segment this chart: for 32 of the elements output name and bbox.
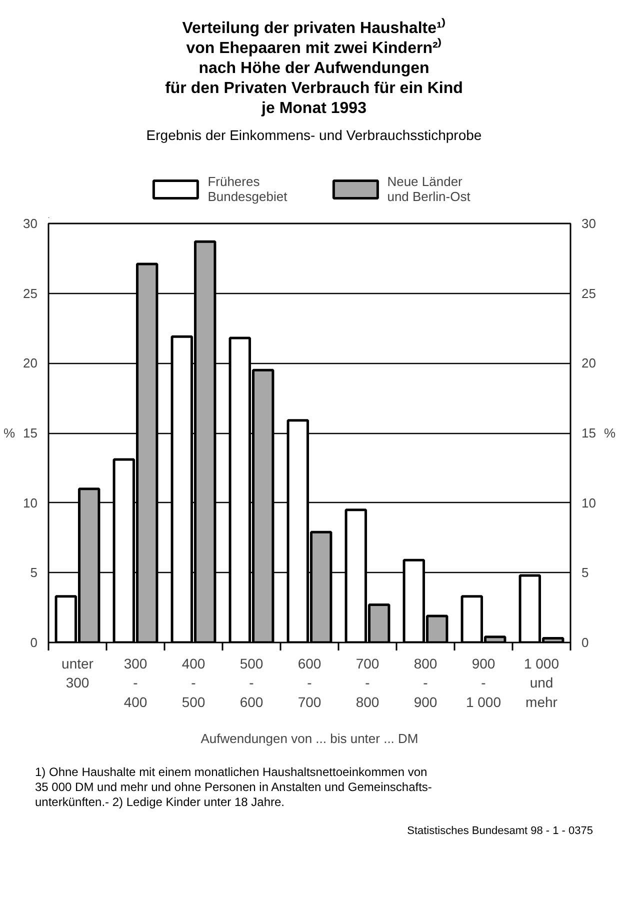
y2-axis-title: % [604,426,616,440]
x-tick-label: 600 - 700 [298,656,322,710]
y2-tick-label: 30 [582,216,596,231]
x-tick-label: 400 - 500 [182,656,206,710]
y-tick-label: 0 [30,635,38,650]
y-tick-label: 25 [23,286,38,301]
y-tick-label: 30 [23,216,38,231]
x-tick-label: 500 - 600 [240,656,264,710]
x-tick-label: 300 - 400 [124,656,148,710]
text: 1) Ohne Haushalte mit einem monatlichen Haushaltsnettoeinkommen von 35 000 DM und mehr und ohne Personen in Anstalten und Gemeinschafts- unterkünften.- 2) Ledige Kinder unter 18 Jahre. [35,765,432,810]
y2-tick-label: 20 [582,356,596,371]
x-tick-label: 1 000 und mehr [524,656,560,710]
text: Statistisches Bundesamt 98 - 1 - 0375 [407,825,593,839]
x-tick-label: 700 - 800 [356,656,380,710]
x-tick-label: 900 - 1 000 [466,656,502,710]
chart-subtitle: Ergebnis der Einkommens- und Verbrauchsstichprobe [146,127,482,144]
y2-tick-label: 10 [582,495,596,510]
y2-tick-label: 25 [582,286,596,301]
x-axis-title: Aufwendungen von ... bis unter ... DM [200,730,418,746]
y-tick-label: 20 [23,356,38,371]
x-tick-label: 800 - 900 [414,656,438,710]
y-tick-label: 15 [23,426,38,440]
y-tick-label: 10 [23,495,38,510]
y-tick-label: 5 [30,565,38,580]
y2-tick-label: 5 [582,565,589,580]
y2-tick-label: 0 [582,635,589,650]
x-tick-label: unter 300 [62,656,94,691]
legend-label: Früheres Bundesgebiet [208,173,288,206]
y2-tick-label: 15 [582,426,596,440]
y-axis-title: % [3,426,16,440]
chart-title: Verteilung der privaten Haushalte¹⁾ von Ehepaaren mit zwei Kindern²⁾ nach Höhe der Aufwendungen für den Privaten Verbrauch für ein Kind je Monat 1993 [165,19,463,119]
legend-label: Neue Länder und Berlin-Ost [387,173,470,206]
